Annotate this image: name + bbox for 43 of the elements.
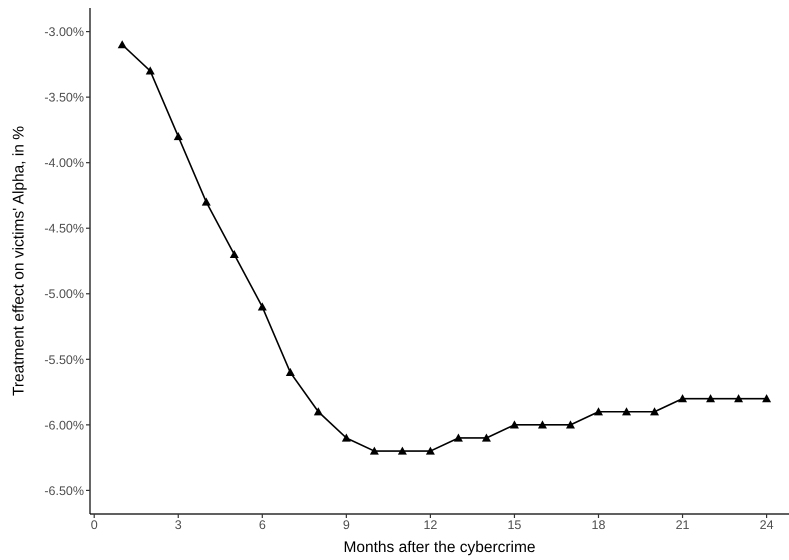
point	[174, 132, 183, 140]
point	[454, 433, 463, 442]
point	[286, 368, 295, 376]
x-tick-label: 12	[423, 518, 438, 532]
point	[258, 302, 267, 310]
point	[146, 66, 155, 75]
point	[342, 433, 351, 442]
x-tick-label: 6	[258, 518, 266, 532]
point	[314, 407, 323, 416]
y-tick-label: -3.00%	[44, 25, 84, 40]
point	[566, 420, 575, 428]
x-tick-label: 21	[676, 518, 690, 532]
point	[762, 394, 772, 402]
point	[734, 394, 744, 402]
y-tick-label: -5.00%	[44, 287, 84, 302]
point	[678, 394, 688, 402]
x-tick-label: 9	[342, 518, 350, 532]
point	[230, 250, 239, 258]
point	[510, 420, 519, 428]
x-tick-label: 0	[90, 518, 98, 532]
x-axis-title: Months after the cybercrime	[343, 539, 536, 556]
y-tick-label: -3.50%	[44, 90, 84, 105]
point	[398, 446, 407, 455]
point	[370, 446, 379, 455]
y-tick-label: -6.50%	[44, 484, 84, 498]
point	[650, 407, 660, 416]
point	[622, 407, 632, 416]
y-tick-label: -4.50%	[44, 222, 84, 236]
y-tick-label: -6.00%	[44, 418, 84, 432]
y-tick-label: -4.00%	[44, 156, 84, 170]
point	[202, 198, 211, 206]
point	[482, 433, 491, 442]
y-axis-title: Treatment effect on victims' Alpha, in %	[10, 126, 28, 396]
point	[706, 394, 716, 402]
point	[426, 446, 435, 455]
x-tick-label: 24	[760, 518, 774, 532]
x-tick-label: 15	[507, 518, 522, 532]
point	[538, 420, 547, 428]
y-tick-label: -5.50%	[44, 352, 84, 367]
x-tick-label: 3	[174, 518, 182, 532]
point	[594, 407, 603, 416]
point	[118, 40, 127, 48]
x-tick-label: 18	[592, 518, 606, 532]
